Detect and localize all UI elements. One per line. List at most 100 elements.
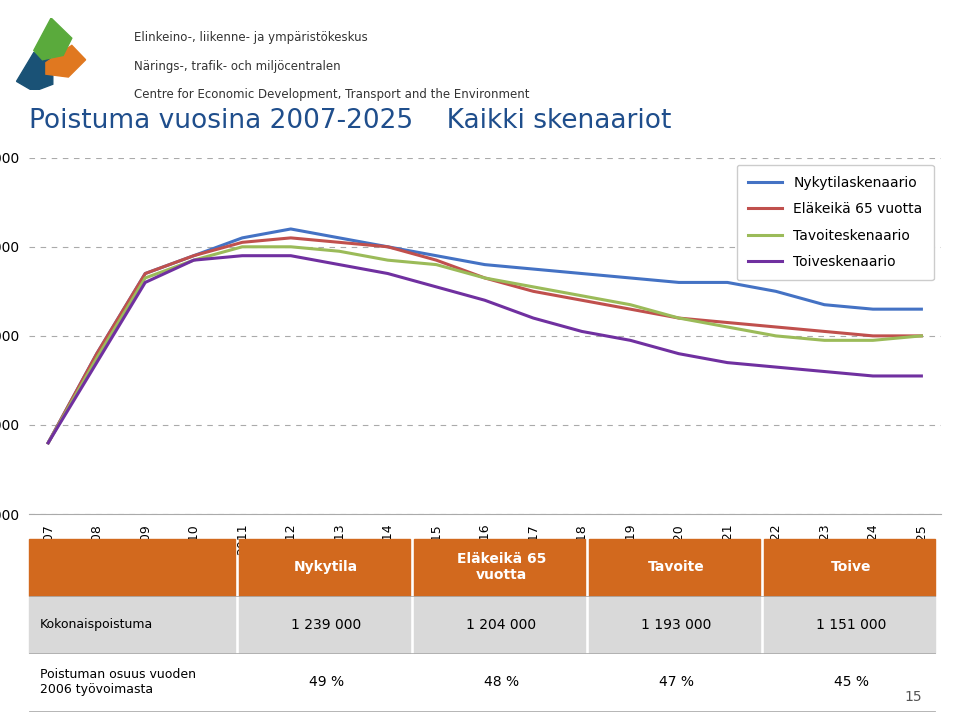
Toiveskenaario [673, 349, 684, 358]
Toiveskenaario [479, 296, 491, 305]
Nykytilaskenaario [770, 287, 781, 296]
Tavoiteskenaario [867, 336, 878, 345]
Text: Toive: Toive [831, 560, 872, 574]
Nykytilaskenaario [382, 243, 394, 251]
Nykytilaskenaario [236, 233, 248, 242]
Toiveskenaario [333, 261, 345, 269]
Eläkeikä 65 vuotta [91, 349, 103, 358]
Tavoiteskenaario [382, 256, 394, 264]
Bar [29, 597, 235, 653]
Eläkeikä 65 vuotta [770, 323, 781, 331]
Eläkeikä 65 vuotta [867, 332, 878, 341]
Toiveskenaario [916, 372, 927, 380]
Nykytilaskenaario [91, 349, 103, 358]
Bar [414, 597, 586, 653]
Tavoiteskenaario [625, 300, 636, 309]
Toiveskenaario [576, 327, 588, 336]
Nykytilaskenaario [430, 251, 442, 260]
Text: 1 151 000: 1 151 000 [816, 618, 887, 631]
Eläkeikä 65 vuotta [42, 438, 54, 447]
Bar [238, 539, 410, 596]
Tavoiteskenaario [673, 314, 684, 323]
Tavoiteskenaario [770, 332, 781, 341]
Text: Kokonaispoistuma: Kokonaispoistuma [39, 618, 153, 631]
Tavoiteskenaario [916, 332, 927, 341]
Bar [238, 654, 410, 711]
Tavoiteskenaario [42, 438, 54, 447]
Eläkeikä 65 vuotta [236, 238, 248, 247]
Eläkeikä 65 vuotta [188, 251, 200, 260]
Nykytilaskenaario [139, 269, 151, 278]
Toiveskenaario [625, 336, 636, 345]
Toiveskenaario [188, 256, 200, 264]
Bar [414, 539, 586, 596]
Toiveskenaario [528, 314, 540, 323]
Text: 45 %: 45 % [834, 675, 869, 689]
Eläkeikä 65 vuotta [285, 233, 297, 242]
Text: 15: 15 [905, 690, 923, 704]
Bar [238, 597, 410, 653]
Toiveskenaario [139, 278, 151, 287]
Bar [414, 654, 586, 711]
Text: Närings-, trafik- och miljöcentralen: Närings-, trafik- och miljöcentralen [133, 60, 340, 73]
Bar [764, 539, 935, 596]
Nykytilaskenaario [867, 305, 878, 313]
Toiveskenaario [91, 359, 103, 367]
Nykytilaskenaario [42, 438, 54, 447]
Tavoiteskenaario [139, 274, 151, 282]
Text: Tavoite: Tavoite [648, 560, 705, 574]
Text: 1 239 000: 1 239 000 [291, 618, 361, 631]
Eläkeikä 65 vuotta [916, 332, 927, 341]
Toiveskenaario [770, 363, 781, 372]
Text: 1 193 000: 1 193 000 [641, 618, 711, 631]
Bar [588, 539, 760, 596]
Eläkeikä 65 vuotta [139, 269, 151, 278]
Eläkeikä 65 vuotta [528, 287, 540, 296]
Tavoiteskenaario [528, 282, 540, 291]
Polygon shape [34, 18, 72, 60]
Line: Tavoiteskenaario: Tavoiteskenaario [48, 247, 922, 443]
Nykytilaskenaario [285, 225, 297, 233]
Nykytilaskenaario [188, 251, 200, 260]
Tavoiteskenaario [236, 243, 248, 251]
Tavoiteskenaario [91, 354, 103, 362]
Text: Elinkeino-, liikenne- ja ympäristökeskus: Elinkeino-, liikenne- ja ympäristökeskus [133, 31, 368, 44]
Bar [29, 539, 235, 596]
Bar [764, 654, 935, 711]
Eläkeikä 65 vuotta [382, 243, 394, 251]
Nykytilaskenaario [722, 278, 733, 287]
Nykytilaskenaario [916, 305, 927, 313]
Text: 48 %: 48 % [484, 675, 518, 689]
Text: Centre for Economic Development, Transport and the Environment: Centre for Economic Development, Transpo… [133, 88, 529, 101]
Tavoiteskenaario [479, 274, 491, 282]
Tavoiteskenaario [722, 323, 733, 331]
Line: Nykytilaskenaario: Nykytilaskenaario [48, 229, 922, 443]
Text: Eläkeikä 65
vuotta: Eläkeikä 65 vuotta [457, 552, 546, 582]
Text: Poistuman osuus vuoden
2006 työvoimasta: Poistuman osuus vuoden 2006 työvoimasta [39, 668, 196, 696]
Nykytilaskenaario [576, 269, 588, 278]
Text: 1 204 000: 1 204 000 [467, 618, 537, 631]
Line: Toiveskenaario: Toiveskenaario [48, 256, 922, 443]
Bar [588, 654, 760, 711]
Toiveskenaario [819, 367, 830, 376]
Toiveskenaario [867, 372, 878, 380]
Toiveskenaario [236, 251, 248, 260]
Nykytilaskenaario [819, 300, 830, 309]
Toiveskenaario [285, 251, 297, 260]
Toiveskenaario [430, 282, 442, 291]
Eläkeikä 65 vuotta [430, 256, 442, 264]
Bar [764, 597, 935, 653]
Eläkeikä 65 vuotta [625, 305, 636, 313]
Text: Poistuma vuosina 2007-2025    Kaikki skenaariot: Poistuma vuosina 2007-2025 Kaikki skenaa… [29, 109, 671, 135]
Tavoiteskenaario [576, 292, 588, 300]
Tavoiteskenaario [430, 261, 442, 269]
Bar [29, 654, 235, 711]
Text: 47 %: 47 % [659, 675, 694, 689]
Eläkeikä 65 vuotta [479, 274, 491, 282]
Tavoiteskenaario [285, 243, 297, 251]
Tavoiteskenaario [333, 247, 345, 256]
Toiveskenaario [42, 438, 54, 447]
Polygon shape [46, 45, 85, 77]
Eläkeikä 65 vuotta [722, 318, 733, 327]
Nykytilaskenaario [479, 261, 491, 269]
